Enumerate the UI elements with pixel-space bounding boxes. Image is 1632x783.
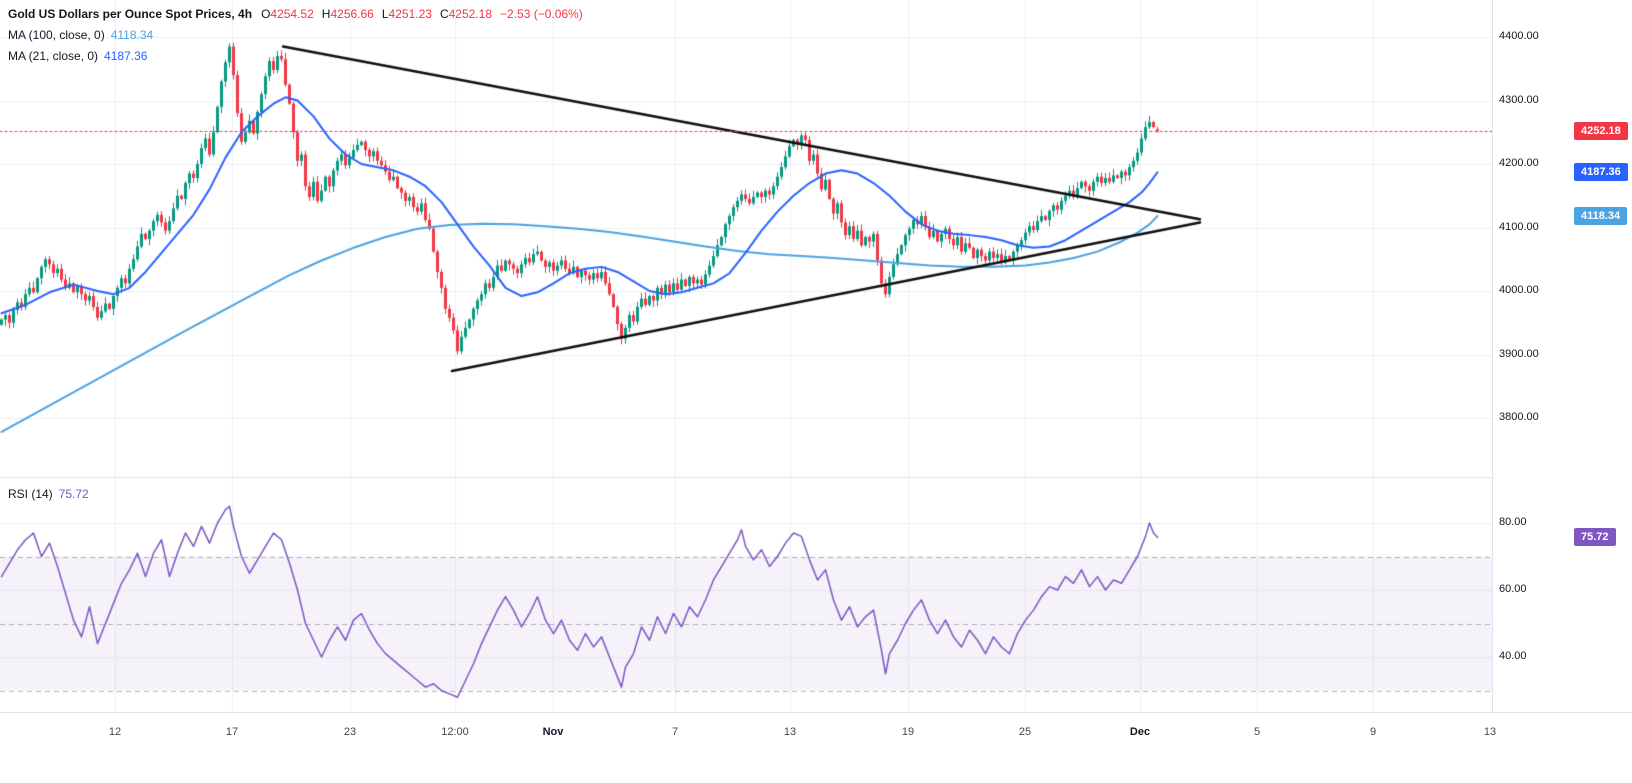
price-axis[interactable]: 4400.00 4300.00 4200.00 4100.00 4000.00 3900.… [1492,0,1632,712]
high-value: H4256.66 [321,7,374,21]
rsi-value-tag: 75.72 [1574,528,1616,547]
time-axis-label: 25 [1018,726,1032,738]
ma100-value: 4118.34 [110,28,154,42]
price-axis-tick: 4400.00 [1499,30,1539,42]
time-axis-label: 5 [1253,726,1261,738]
time-axis-label: 19 [901,726,915,738]
rsi-axis-tick: 80.00 [1499,516,1527,528]
time-axis-label: 12 [108,726,122,738]
rsi-legend-row[interactable]: RSI (14) 75.72 [8,487,89,501]
ma21-value: 4187.36 [104,49,148,63]
price-axis-tick: 4100.00 [1499,220,1539,233]
ma21-legend-row[interactable]: MA (21, close, 0) 4187.36 [8,46,583,67]
close-value: C4252.18 [439,7,492,21]
ma100-label: MA (100, close, 0) [8,28,105,42]
time-axis-label: 17 [225,726,239,738]
low-value: L4251.23 [381,7,432,21]
price-axis-tick: 3800.00 [1499,411,1539,423]
ma21-label: MA (21, close, 0) [8,49,99,63]
time-axis-label: 13 [783,726,797,738]
price-axis-tick: 4000.00 [1499,284,1539,296]
time-axis-label: Nov [542,726,564,738]
rsi-value: 75.72 [58,487,89,501]
time-axis-label: Dec [1129,726,1151,738]
change-value: −2.53 (−0.06%) [500,7,583,21]
time-axis-label: 13 [1483,726,1497,738]
time-axis-label: 7 [671,726,679,738]
price-axis-tick: 4300.00 [1499,93,1539,106]
rsi-label: RSI (14) [8,487,53,501]
time-axis-label: 23 [343,726,357,738]
rsi-axis-tick: 60.00 [1499,583,1527,595]
open-value: O4254.52 [261,7,314,21]
ma100-legend-row[interactable]: MA (100, close, 0) 4118.34 [8,25,583,46]
symbol-row: Gold US Dollars per Ounce Spot Prices, 4… [8,4,583,25]
ma100-price-tag: 4118.34 [1574,206,1628,225]
time-axis-label: 12:00 [441,726,469,738]
rsi-axis-tick: 40.00 [1499,650,1527,662]
last-price-tag: 4252.18 [1574,121,1628,140]
legend: Gold US Dollars per Ounce Spot Prices, 4… [8,4,583,67]
symbol-title[interactable]: Gold US Dollars per Ounce Spot Prices, 4… [8,7,253,21]
ma21-price-tag: 4187.36 [1574,163,1628,182]
time-axis[interactable]: 12 17 23 12:00 Nov 7 13 19 25 Dec 5 9 13 [0,712,1632,783]
time-axis-label: 9 [1369,726,1377,738]
price-axis-tick: 4200.00 [1499,157,1539,169]
price-axis-tick: 3900.00 [1499,347,1539,360]
